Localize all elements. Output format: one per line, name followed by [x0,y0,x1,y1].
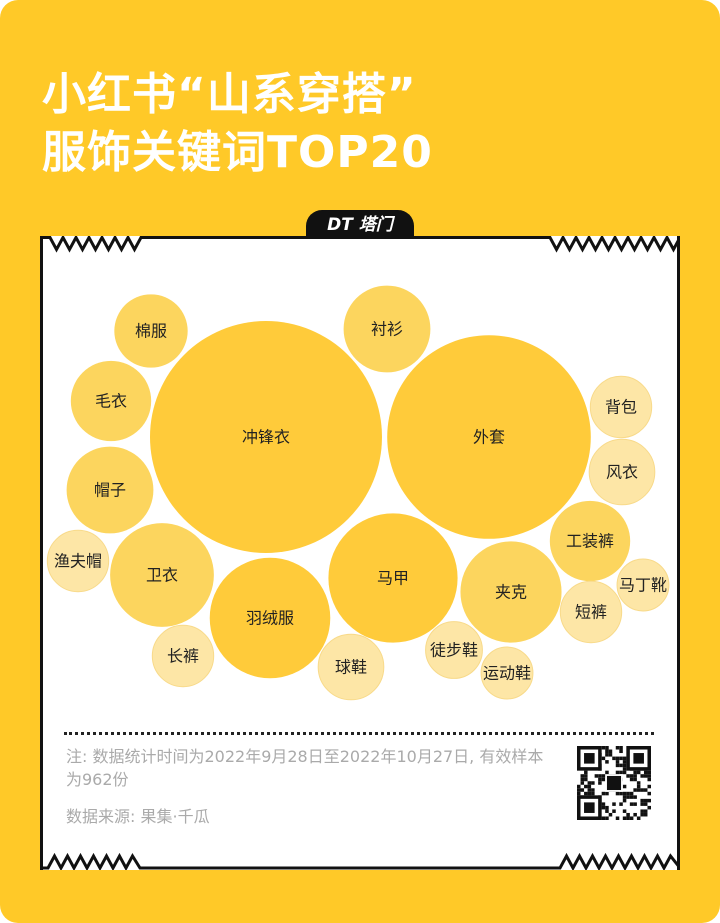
bubble-label: 冲锋衣 [242,428,290,447]
bubble-label: 夹克 [495,583,527,602]
bubble-label: 运动鞋 [483,664,531,683]
bubble-circle [343,285,431,373]
bubble-circle [480,646,534,700]
bubble-夹克: 夹克 [460,541,562,643]
footnote: 注: 数据统计时间为2022年9月28日至2022年10月27日, 有效样本为9… [66,747,544,789]
bubble-运动鞋: 运动鞋 [480,646,534,700]
bubble-label: 毛衣 [95,392,127,411]
bubble-circle [588,438,656,506]
bubble-circle [317,633,385,701]
bubble-circle [559,580,623,644]
bubble-外套: 外套 [387,335,591,539]
bubble-circle [114,294,188,368]
bubble-circle [70,360,152,442]
bubble-label: 徒步鞋 [430,641,478,660]
bubble-毛衣: 毛衣 [70,360,152,442]
bubble-棉服: 棉服 [114,294,188,368]
bubble-circle [209,557,331,679]
bubble-circle [387,335,591,539]
bubble-背包: 背包 [589,375,653,439]
bubble-工装裤: 工装裤 [549,500,631,582]
title-line-2: 服饰关键词TOP20 [42,127,433,178]
qr-code-icon[interactable] [577,746,651,820]
bubble-label: 棉服 [135,322,167,341]
bubble-长裤: 长裤 [151,624,215,688]
bubble-label: 风衣 [606,463,638,482]
bubble-徒步鞋: 徒步鞋 [425,621,483,679]
bubble-label: 背包 [605,398,637,417]
bubble-circle [151,624,215,688]
bubble-label: 外套 [473,428,505,447]
bubble-label: 马甲 [377,569,409,588]
bubble-球鞋: 球鞋 [317,633,385,701]
bubble-circle [110,523,214,627]
bubble-label: 帽子 [94,481,126,500]
bubble-circle [150,321,382,553]
bubble-羽绒服: 羽绒服 [209,557,331,679]
bubble-circle [328,513,458,643]
bubble-circle [616,558,670,612]
bubble-circle [589,375,653,439]
bubble-label: 球鞋 [335,658,367,677]
bubble-label: 马丁靴 [619,576,667,595]
bubble-风衣: 风衣 [588,438,656,506]
bubble-label: 短裤 [575,603,607,622]
bubble-circle [66,446,154,534]
bubble-label: 卫衣 [146,566,178,585]
bubble-circle [549,500,631,582]
data-source: 数据来源: 果集·千瓜 [66,807,210,826]
bubble-circle [425,621,483,679]
divider [64,732,654,735]
bubble-circle [460,541,562,643]
bubble-label: 工装裤 [566,532,614,551]
bubble-衬衫: 衬衫 [343,285,431,373]
brand-logo: DT 塔门 [306,210,414,240]
bubble-label: 长裤 [167,647,199,666]
bubble-冲锋衣: 冲锋衣 [150,321,382,553]
bubble-label: 羽绒服 [246,609,294,628]
bubble-马甲: 马甲 [328,513,458,643]
bubble-帽子: 帽子 [66,446,154,534]
bubble-label: 渔夫帽 [54,552,102,571]
bubble-circle [46,529,110,593]
chart-card: 冲锋衣 外套马甲羽绒服 卫衣夹克 衬衫帽子 毛衣工装裤 棉服球鞋 风衣 背包短裤长裤 渔夫帽徒步… [40,236,680,870]
bubble-label: 衬衫 [371,320,403,339]
page-title: 小红书“山系穿搭” 服饰关键词TOP20 [42,66,433,182]
bubble-渔夫帽: 渔夫帽 [46,529,110,593]
bubble-短裤: 短裤 [559,580,623,644]
bubble-卫衣: 卫衣 [110,523,214,627]
card-frame [40,236,680,870]
bubble-马丁靴: 马丁靴 [616,558,670,612]
title-line-1: 小红书“山系穿搭” [42,69,417,120]
